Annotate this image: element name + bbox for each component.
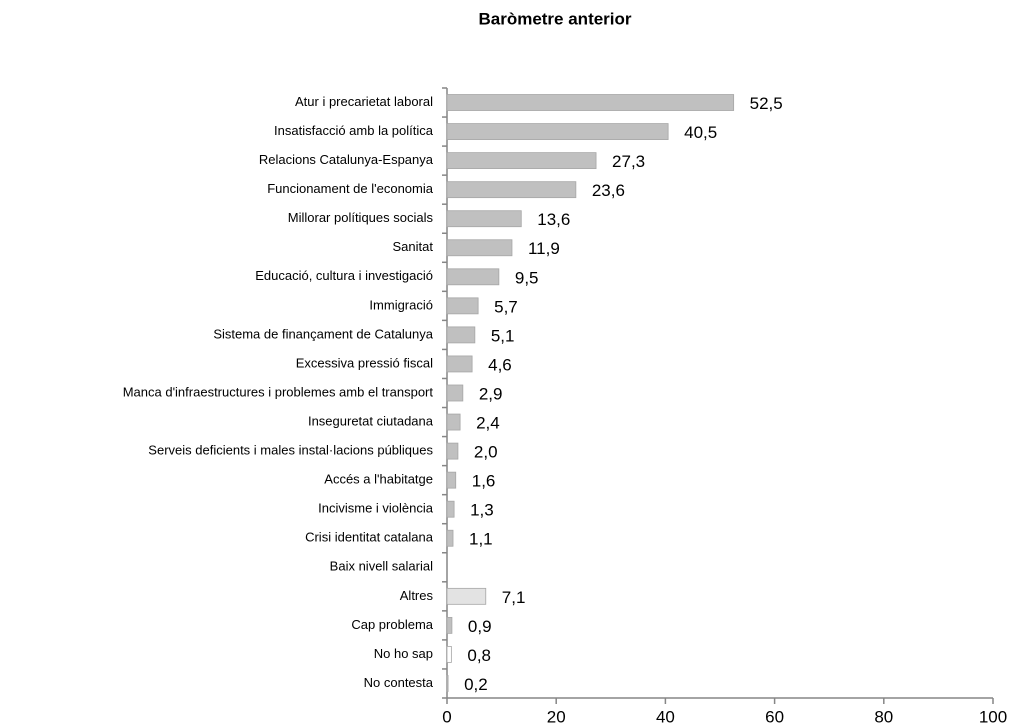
y-tick-label: No ho sap (374, 646, 433, 661)
bar (446, 442, 459, 460)
value-label: 0,9 (468, 617, 492, 636)
value-label: 5,1 (491, 326, 515, 345)
bar (446, 123, 669, 140)
x-tick-label: 20 (547, 707, 566, 726)
bar (446, 239, 513, 257)
value-label: 13,6 (537, 210, 570, 229)
value-label: 2,4 (476, 414, 500, 433)
y-tick-label: Atur i precarietat laboral (295, 94, 433, 109)
value-label: 52,5 (750, 94, 783, 113)
value-label: 9,5 (515, 268, 539, 287)
bar (446, 355, 473, 373)
y-tick-label: Accés a l'habitatge (324, 472, 433, 487)
value-label: 1,3 (470, 501, 494, 520)
y-tick-label: No contesta (364, 675, 434, 690)
chart-title: Baròmetre anterior (478, 9, 631, 28)
value-label: 2,0 (474, 443, 498, 462)
value-label: 5,7 (494, 297, 518, 316)
bar (446, 646, 452, 663)
value-label: 11,9 (528, 239, 560, 258)
x-tick-label: 100 (979, 707, 1007, 726)
bar (446, 500, 455, 518)
y-tick-label: Inseguretat ciutadana (308, 413, 434, 428)
bar (446, 181, 577, 199)
bar (446, 268, 500, 286)
y-tick-label: Sanitat (393, 239, 434, 254)
y-tick-label: Millorar polítiques socials (288, 210, 434, 225)
y-tick-label: Excessiva pressió fiscal (296, 355, 433, 370)
bar (446, 529, 454, 547)
bar (446, 152, 597, 170)
value-label: 2,9 (479, 384, 503, 403)
bar (446, 471, 457, 489)
y-tick-label: Funcionament de l'economia (267, 181, 434, 196)
bar (446, 210, 522, 228)
y-tick-label: Incivisme i violència (318, 501, 434, 516)
bar (446, 297, 479, 315)
y-tick-label: Immigració (369, 297, 433, 312)
y-tick-label: Sistema de finançament de Catalunya (213, 326, 433, 341)
bar (446, 675, 449, 692)
value-label: 23,6 (592, 181, 625, 200)
y-tick-label: Insatisfacció amb la política (274, 123, 434, 138)
y-tick-label: Baix nivell salarial (330, 559, 433, 574)
y-tick-label: Serveis deficients i males instal·lacion… (148, 443, 433, 458)
value-label: 4,6 (488, 355, 512, 374)
value-label: 40,5 (684, 123, 717, 142)
value-label: 27,3 (612, 152, 645, 171)
bar (446, 413, 461, 431)
bar (446, 587, 487, 605)
bar (446, 94, 735, 111)
y-tick-label: Educació, cultura i investigació (255, 268, 433, 283)
bar (446, 384, 464, 402)
x-tick-label: 80 (874, 707, 893, 726)
value-label: 0,8 (467, 646, 491, 665)
value-label: 0,2 (464, 675, 488, 694)
y-tick-label: Crisi identitat catalana (305, 530, 434, 545)
value-label: 1,6 (472, 472, 496, 491)
value-label: 1,1 (469, 530, 493, 549)
bar (446, 326, 476, 344)
x-tick-label: 0 (442, 707, 451, 726)
y-tick-label: Cap problema (351, 617, 433, 632)
bar (446, 616, 453, 634)
x-tick-label: 40 (656, 707, 675, 726)
value-label: 7,1 (502, 588, 526, 607)
y-tick-label: Altres (400, 588, 434, 603)
y-tick-label: Manca d'infraestructures i problemes amb… (123, 384, 434, 399)
y-tick-label: Relacions Catalunya-Espanya (259, 152, 434, 167)
x-tick-label: 60 (765, 707, 784, 726)
